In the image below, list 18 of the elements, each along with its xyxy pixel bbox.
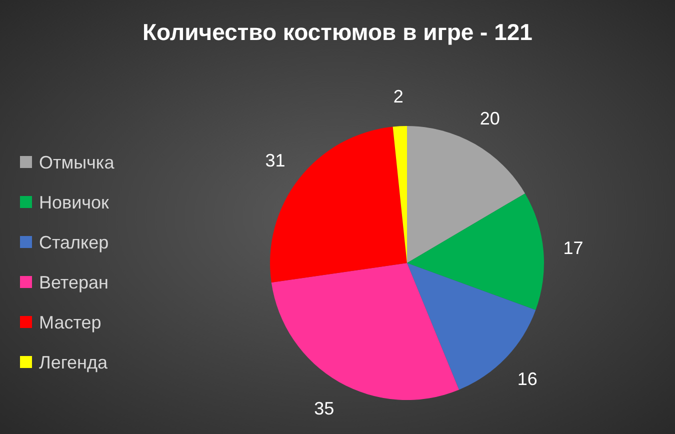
legend-label: Ветеран xyxy=(39,272,108,292)
pie-slice xyxy=(271,263,460,400)
legend-label: Сталкер xyxy=(39,232,109,252)
legend-label: Отмычка xyxy=(39,152,116,172)
pie-slice xyxy=(392,126,407,263)
legend-label: Мастер xyxy=(39,312,102,332)
data-label: 2 xyxy=(393,86,404,107)
pie-slice xyxy=(407,193,544,310)
data-label: 31 xyxy=(265,150,286,171)
data-label: 20 xyxy=(480,108,500,128)
data-label: 35 xyxy=(314,398,334,418)
legend-label: Новичок xyxy=(39,192,110,212)
data-label: 16 xyxy=(517,369,538,390)
pie-slice xyxy=(407,126,526,263)
pie-slice xyxy=(407,263,536,390)
data-label: 17 xyxy=(563,238,584,258)
chart-title: Количество костюмов в игре - 121 xyxy=(142,19,533,45)
legend-label: Легенда xyxy=(39,352,108,372)
